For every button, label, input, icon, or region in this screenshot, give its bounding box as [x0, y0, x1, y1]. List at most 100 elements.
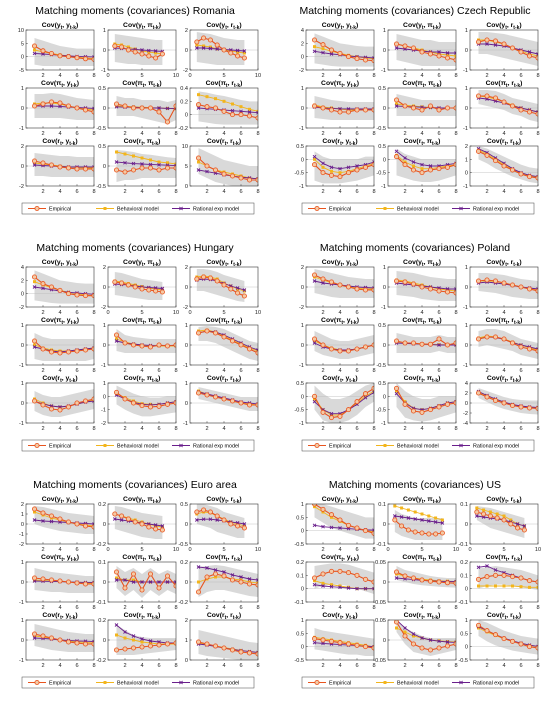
y-tick-label: 1: [465, 157, 468, 163]
country-panel: Matching moments (covariances) US -0.5 0 0.…: [294, 479, 541, 689]
y-tick-label: 0: [103, 285, 106, 291]
rational-series-point: [403, 156, 407, 160]
empirical-series-point: [411, 408, 417, 414]
behavioral-series-point: [115, 576, 118, 580]
x-tick-label: 10: [173, 547, 179, 553]
empirical-series-point: [492, 334, 498, 340]
x-tick-label: 4: [58, 426, 61, 432]
empirical-series-point: [139, 105, 145, 111]
x-tick-label: 6: [157, 663, 160, 669]
behavioral-series-point: [313, 505, 316, 509]
y-tick-label: -2: [299, 305, 304, 311]
y-tick-label: 2: [465, 144, 468, 150]
empirical-series-point: [526, 174, 532, 180]
x-tick-label: 2: [321, 663, 324, 669]
x-tick-label: 2: [321, 310, 324, 316]
x-tick-label: 5: [140, 73, 143, 79]
x-tick-label: 6: [355, 547, 358, 553]
x-tick-label: 8: [92, 189, 95, 195]
empirical-series-point: [392, 517, 398, 523]
behavioral-series-point: [154, 524, 158, 528]
x-tick-label: 6: [75, 605, 78, 611]
rational-series-line: [314, 156, 374, 170]
rational-series-point: [242, 49, 247, 53]
behavioral-series-point: [330, 169, 333, 173]
x-tick-label: 2: [403, 368, 406, 374]
rational-series-point: [346, 165, 351, 170]
behavioral-series-point: [166, 161, 169, 165]
plot-inner: [190, 326, 258, 361]
behavioral-series-point: [406, 508, 410, 512]
behavioral-series-point: [321, 47, 325, 51]
rational-series-point: [403, 626, 407, 630]
confidence-band: [478, 566, 538, 590]
x-tick-label: 8: [174, 663, 177, 669]
rational-series-point: [32, 636, 37, 640]
x-tick-label: 8: [454, 663, 457, 669]
confidence-band: [314, 504, 374, 539]
empirical-series-point: [354, 642, 360, 648]
legend-label-rational: Rational exp model: [473, 681, 519, 687]
empirical-series-point: [354, 525, 360, 531]
behavioral-series-point: [123, 152, 127, 156]
y-tick-label: 1: [465, 323, 468, 329]
empirical-series-point: [411, 45, 417, 51]
y-tick-label: 0.2: [98, 502, 106, 508]
behavioral-series-point: [132, 154, 135, 158]
rational-series-point: [372, 390, 374, 395]
empirical-series-point: [153, 55, 159, 61]
plot-inner: [388, 620, 456, 656]
empirical-series-point: [204, 104, 210, 110]
legend-marker-behavioral: [383, 681, 387, 684]
legend-label-behavioral: Behavioral model: [117, 207, 159, 213]
y-tick-label: 0: [185, 48, 188, 54]
y-tick-label: 5: [185, 164, 188, 170]
y-tick-label: 10: [18, 28, 24, 34]
x-tick-label: 2: [41, 73, 44, 79]
y-tick-label: 0: [301, 645, 304, 651]
empirical-series-point: [526, 644, 532, 650]
x-tick-label: 5: [222, 547, 225, 553]
empirical-series-point: [83, 293, 89, 299]
y-tick-label: -1: [299, 184, 304, 190]
empirical-series-point: [241, 293, 247, 299]
behavioral-series-point: [477, 584, 480, 588]
x-tick-label: 4: [420, 426, 423, 432]
subplot-title-5-1: Cov(yt, πt-k): [403, 496, 441, 505]
empirical-series-point: [337, 50, 343, 56]
x-tick-label: 4: [420, 310, 423, 316]
empirical-series-point: [518, 284, 524, 290]
plot-inner: [195, 630, 258, 660]
y-tick-label: 0: [21, 55, 24, 61]
behavioral-series-point: [395, 389, 398, 393]
empirical-series-point: [475, 576, 481, 582]
x-tick-label: 8: [536, 73, 539, 79]
subplot-title-1-6: Cov(rt, yt-k): [322, 138, 357, 147]
plot-inner: [306, 504, 374, 539]
legend-box: [21, 202, 255, 215]
rational-series-point: [201, 46, 206, 50]
legend-label-rational: Rational exp model: [473, 207, 519, 213]
behavioral-series-point: [214, 575, 217, 579]
plot-inner: [190, 565, 258, 597]
empirical-series-point: [521, 527, 527, 533]
empirical-series-point: [475, 148, 481, 154]
x-tick-label: 6: [519, 73, 522, 79]
rational-series-point: [230, 573, 235, 577]
behavioral-series-point: [509, 518, 513, 522]
y-tick-label: 0.5: [296, 144, 304, 150]
empirical-series-point: [122, 169, 128, 175]
x-tick-label: 8: [174, 605, 177, 611]
x-tick-label: 10: [453, 547, 459, 553]
y-tick-label: -2: [299, 68, 304, 74]
empirical-series-point: [346, 284, 352, 290]
empirical-series-point: [371, 645, 374, 651]
empirical-series-point: [411, 105, 417, 111]
empirical-series-point: [371, 287, 374, 293]
confidence-band: [198, 326, 258, 361]
subplot: -0.2 0 0.2 0.4 2 4 6 8 Cov(πt, rt-k): [178, 80, 259, 137]
y-tick-label: -0.1: [96, 600, 106, 606]
behavioral-series-point: [115, 150, 118, 154]
behavioral-series-point: [330, 515, 333, 519]
